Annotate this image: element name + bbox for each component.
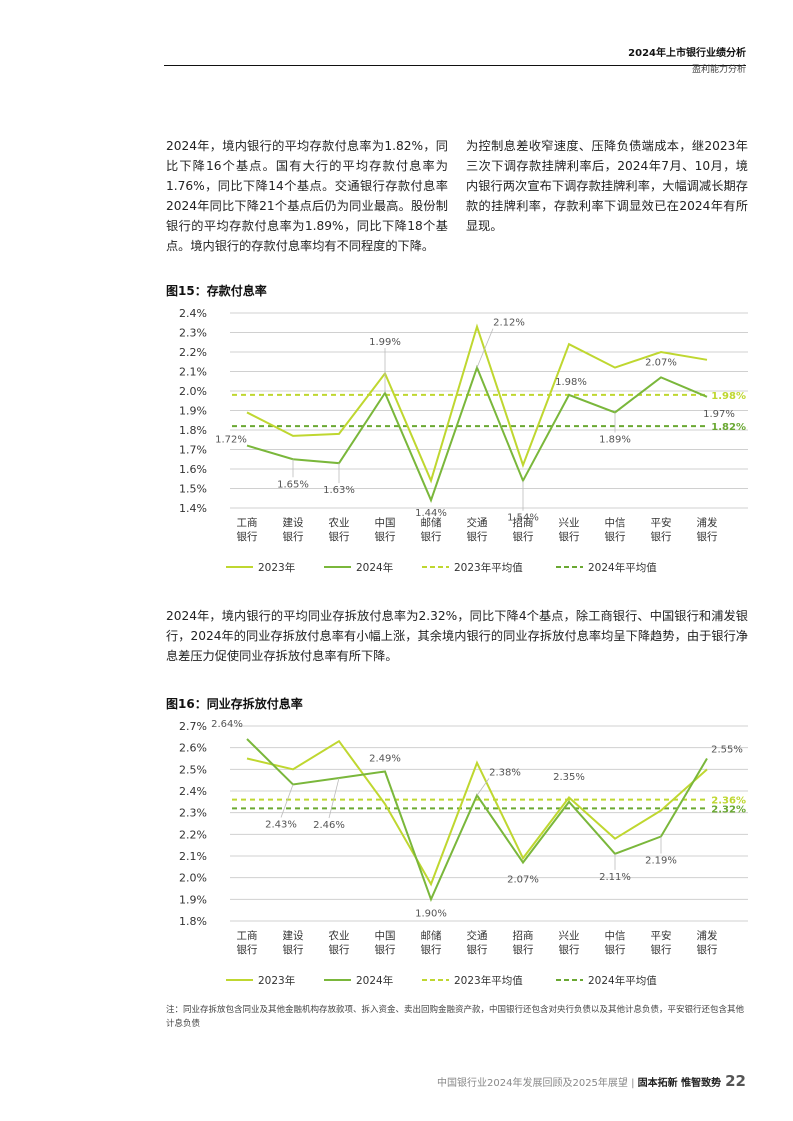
y-tick-label: 2.1%	[179, 366, 207, 379]
data-label: 1.65%	[277, 479, 309, 490]
leader-line	[280, 784, 294, 818]
data-label: 1.54%	[507, 513, 539, 524]
figure-16-title: 图16：同业存拆放付息率	[166, 697, 303, 711]
x-tick-label: 交通银行	[467, 929, 488, 956]
chart-interbank-rate: 1.8% 1.9% 2.0% 2.1% 2.2% 2.3% 2.4% 2.5% 2.6% 2.7%…	[179, 719, 748, 987]
x-tick-label: 平安银行	[651, 929, 672, 956]
paragraph-left: 2024年，境内银行的平均存款付息率为1.82%，同比下降16个基点。国有大行的…	[166, 139, 448, 253]
x-tick-label: 招商银行	[513, 516, 534, 543]
paragraph-middle: 2024年，境内银行的平均同业存拆放付息率为2.32%，同比下降4个基点，除工商…	[166, 609, 748, 663]
leader-line	[476, 328, 494, 368]
average-label: 2.32%	[711, 804, 746, 815]
series-line	[246, 323, 708, 484]
data-label: 1.63%	[323, 485, 355, 496]
footnote: 注：同业存拆放包含同业及其他金融机构存放款项、拆入资金、卖出回购金融资产款，中国…	[166, 1005, 745, 1029]
x-tick-label: 浦发银行	[697, 929, 718, 956]
data-label: 2.38%	[489, 767, 521, 778]
x-tick-label: 浦发银行	[697, 516, 718, 543]
data-label: 1.44%	[415, 508, 447, 519]
y-tick-label: 2.6%	[179, 742, 207, 755]
legend-label: 2023年	[258, 561, 295, 574]
data-label: 1.99%	[369, 337, 401, 348]
y-tick-label: 2.0%	[179, 385, 207, 398]
x-tick-label: 招商银行	[513, 929, 534, 956]
footer-text: 中国银行业2024年发展回顾及2025年展望 |	[437, 1078, 638, 1089]
y-tick-label: 2.7%	[179, 720, 207, 733]
leader-line	[328, 777, 340, 819]
data-label: 1.89%	[599, 434, 631, 445]
figure-15-title: 图15：存款付息率	[166, 284, 267, 298]
y-tick-label: 1.9%	[179, 405, 207, 418]
data-label: 2.46%	[313, 820, 345, 831]
legend-label: 2024年平均值	[588, 561, 657, 574]
x-tick-label: 中国银行	[375, 929, 396, 956]
x-tick-label: 邮储银行	[421, 516, 442, 543]
average-label: 1.98%	[711, 391, 746, 402]
data-label: 1.97%	[703, 409, 735, 420]
y-tick-label: 1.4%	[179, 502, 207, 515]
x-tick-label: 农业银行	[329, 516, 350, 543]
x-tick-label: 中国银行	[375, 516, 396, 543]
data-label: 2.64%	[211, 719, 243, 730]
y-tick-label: 1.8%	[179, 915, 207, 928]
y-tick-label: 2.3%	[179, 327, 207, 340]
average-label: 2.36%	[711, 796, 746, 807]
legend-label: 2023年平均值	[454, 561, 523, 574]
data-label: 2.43%	[265, 820, 297, 831]
average-label: 1.82%	[711, 422, 746, 433]
x-tick-label: 工商银行	[237, 929, 258, 956]
legend-label: 2023年平均值	[454, 974, 523, 987]
legend-label: 2023年	[258, 974, 295, 987]
data-label: 2.07%	[645, 357, 677, 368]
data-label: 2.07%	[507, 875, 539, 886]
data-label: 1.90%	[415, 908, 447, 919]
y-tick-label: 2.2%	[179, 346, 207, 359]
x-tick-label: 邮储银行	[421, 929, 442, 956]
y-tick-label: 2.4%	[179, 307, 207, 320]
data-label: 1.72%	[215, 435, 247, 446]
y-tick-label: 2.0%	[179, 872, 207, 885]
data-label: 2.55%	[711, 745, 743, 756]
x-tick-label: 兴业银行	[559, 930, 580, 956]
data-label: 1.98%	[555, 377, 587, 388]
y-tick-label: 2.3%	[179, 807, 207, 820]
data-label: 2.11%	[599, 872, 631, 883]
data-label: 2.19%	[645, 856, 677, 867]
data-label: 2.12%	[493, 318, 525, 329]
legend-label: 2024年	[356, 561, 393, 574]
footer-slogan: 固本拓新 惟智致势	[637, 1078, 722, 1089]
data-label: 2.35%	[553, 772, 585, 783]
leader-line	[476, 778, 490, 796]
x-tick-label: 平安银行	[651, 516, 672, 543]
x-tick-label: 中信银行	[605, 516, 626, 543]
paragraph-right: 为控制息差收窄速度、压降负债端成本，继2023年三次下调存款挂牌利率后，2024…	[466, 139, 748, 233]
header-rule	[164, 65, 746, 66]
y-tick-label: 1.6%	[179, 463, 207, 476]
y-tick-label: 1.8%	[179, 424, 207, 437]
x-tick-label: 建设银行	[283, 516, 304, 543]
x-tick-label: 工商银行	[237, 516, 258, 543]
header-subtitle: 盈利能力分析	[691, 65, 746, 75]
page-number: 22	[725, 1072, 746, 1090]
x-tick-label: 兴业银行	[559, 517, 580, 543]
chart-deposit-rate: 1.4% 1.5% 1.6% 1.7% 1.8% 1.9% 2.0% 2.1% 2.2% 2.3%…	[179, 307, 748, 574]
y-tick-label: 1.5%	[179, 483, 207, 496]
y-tick-label: 1.7%	[179, 444, 207, 457]
y-tick-label: 2.5%	[179, 763, 207, 776]
y-tick-label: 2.2%	[179, 828, 207, 841]
y-tick-label: 1.9%	[179, 893, 207, 906]
y-tick-label: 2.4%	[179, 785, 207, 798]
data-label: 2.49%	[369, 754, 401, 765]
x-tick-label: 中信银行	[605, 929, 626, 956]
y-tick-label: 2.1%	[179, 850, 207, 863]
x-tick-label: 交通银行	[467, 516, 488, 543]
x-tick-label: 建设银行	[283, 929, 304, 956]
page-footer: 中国银行业2024年发展回顾及2025年展望 | 固本拓新 惟智致势 22	[437, 1072, 746, 1090]
x-tick-label: 农业银行	[329, 929, 350, 956]
header-title: 2024年上市银行业绩分析	[628, 48, 746, 59]
legend-label: 2024年平均值	[588, 974, 657, 987]
legend-label: 2024年	[356, 974, 393, 987]
